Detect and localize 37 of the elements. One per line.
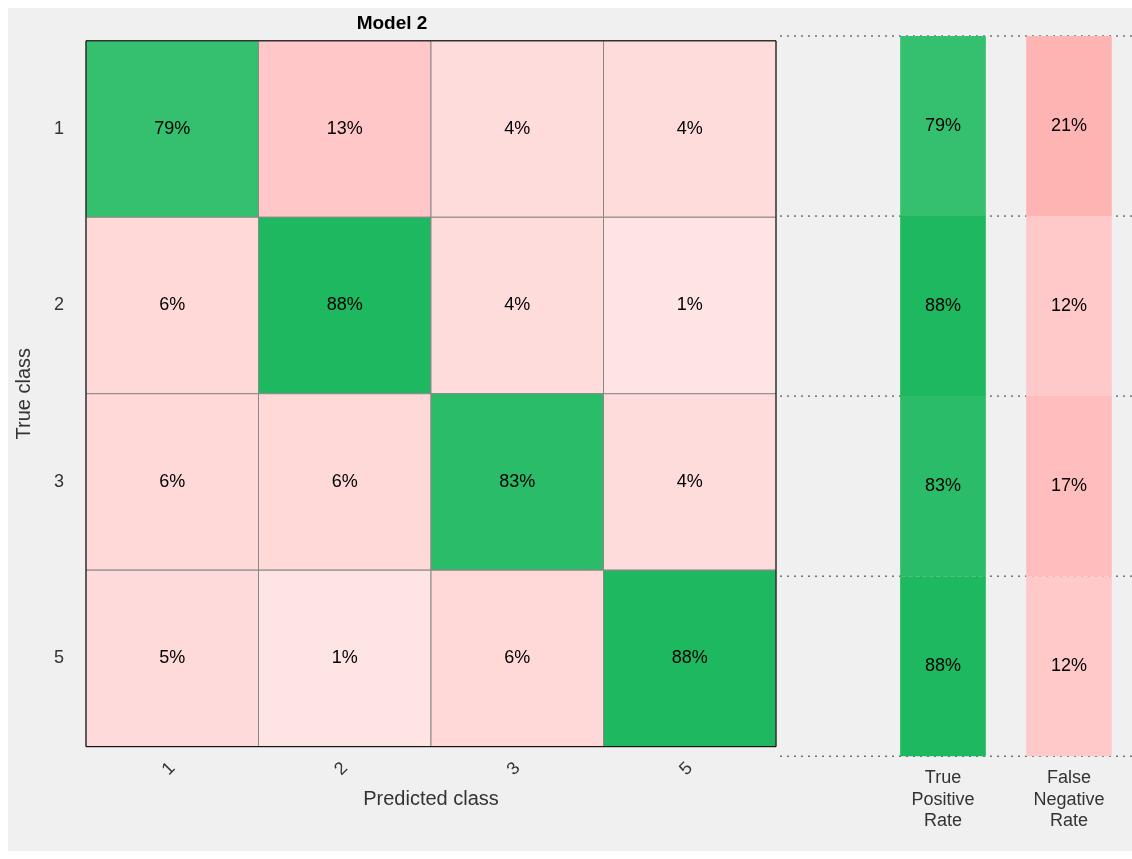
data-label: 6%	[331, 470, 358, 491]
data-label: 4%	[504, 118, 531, 138]
data-label: 5%	[159, 647, 186, 668]
data-label: 88%	[924, 295, 962, 316]
data-label: 88%	[326, 294, 363, 315]
x-tick-label: True Positive Rate	[911, 766, 975, 831]
data-label: 12%	[1050, 295, 1088, 316]
x-tick-label: False Negative Rate	[1033, 766, 1105, 831]
data-label: 1%	[676, 294, 703, 315]
data-label: 4%	[676, 470, 703, 491]
data-label: 79%	[924, 114, 962, 135]
data-label: 83%	[499, 470, 536, 491]
data-label: 6%	[159, 294, 186, 315]
x-tick-label: 5	[674, 757, 697, 779]
x-axis-title: Predicted class	[363, 786, 499, 809]
chart-title: Model 2	[356, 11, 428, 33]
x-tick-label: 1	[157, 757, 179, 779]
y-tick-label: 5	[54, 647, 65, 668]
data-label: 21%	[1050, 114, 1088, 135]
data-label: 1%	[331, 647, 358, 668]
data-label: 83%	[924, 475, 962, 496]
y-tick-label: 1	[54, 118, 65, 138]
data-label: 6%	[159, 470, 186, 491]
data-label: 88%	[671, 647, 708, 668]
data-label: 79%	[154, 118, 191, 138]
x-tick-label: 3	[502, 757, 524, 779]
data-label: 6%	[504, 647, 531, 668]
data-label: 88%	[924, 655, 962, 676]
y-axis-title: True class	[11, 347, 34, 440]
data-label: 13%	[326, 118, 363, 138]
x-tick-label: 2	[329, 757, 352, 779]
y-tick-label: 3	[54, 470, 65, 491]
y-tick-label: 2	[54, 294, 65, 315]
data-label: 4%	[504, 294, 531, 315]
data-label: 12%	[1050, 655, 1088, 676]
data-label: 4%	[676, 118, 703, 138]
data-label: 17%	[1050, 475, 1088, 496]
